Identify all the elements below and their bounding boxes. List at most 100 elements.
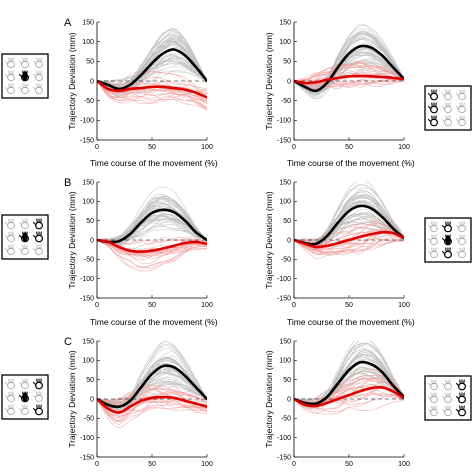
trial-curve-gray [294,38,404,96]
hand-thumb [18,234,23,239]
hand-thumb [5,395,9,399]
hand-thumb [5,87,9,91]
hand-thumb [5,222,9,226]
hand-icon-highlighted [455,392,467,404]
trial-curve-red [97,385,207,403]
trial-curve-red [294,380,404,410]
hand-icon-highlighted [427,102,439,114]
hand-icon [442,115,452,127]
hand-icon [442,89,452,101]
hand-thumb [442,93,446,97]
panel-letter-A: A [64,17,72,29]
series-line-black-mean [97,48,207,91]
hand-thumb [455,395,460,400]
panel-A-left: -150 -100 -50 0 50 100 150 0 50 100 Trajectory Dev… [67,19,213,151]
plot-area [97,341,207,429]
series-line-black-mean [294,204,404,246]
hand-icon [5,378,15,390]
x-tick-label: 50 [345,461,353,468]
icons-group [1,53,472,421]
hand-center-fill [445,235,451,245]
hand-thumb [19,222,23,226]
trial-curve-red [97,72,207,97]
trial-curve-red [97,397,207,417]
hand-icon [5,391,15,403]
hand-thumb [32,381,37,386]
trial-curve-gray [97,345,207,412]
hand-thumb [442,396,446,400]
trial-curve-red [294,62,404,82]
y-tick-label: 50 [283,218,291,225]
hand-thumb [442,106,446,110]
series-line-black-mean [294,44,404,93]
hand-center-fill [22,392,28,402]
hand-grid-icon [1,214,49,260]
y-tick-label: 0 [287,78,291,85]
plot-area [294,182,404,260]
y-axis-title: Trajectory Deviation (mm) [264,191,274,289]
y-tick-label: -50 [84,416,94,423]
hand-thumb [427,118,432,123]
x-tick-label: 100 [201,302,213,309]
series-line-red-mean [294,74,404,85]
hand-icon-highlighted [455,379,467,391]
hand-grid-icon [1,374,49,420]
trial-curve-red [97,239,207,257]
x-tick-label: 0 [95,144,99,151]
xlabel-row-B-left: Time course of the movement (%) [90,317,218,327]
y-tick-label: -100 [277,435,291,442]
hand-thumb [33,87,37,91]
y-tick-label: 0 [90,237,94,244]
trial-curve-red [294,62,404,84]
hand-thumb [5,408,9,412]
series-line-black-mean [97,364,207,409]
series-line-red-mean [97,395,207,414]
hand-thumb [18,394,23,399]
y-tick-label: 0 [90,78,94,85]
hand-thumb [428,238,432,242]
plot-area [97,186,207,272]
hand-thumb [455,408,460,413]
hand-icon [428,392,438,404]
y-tick-label: -50 [281,98,291,105]
y-tick-label: -100 [80,435,94,442]
x-tick-label: 100 [398,461,410,468]
hand-thumb [33,248,37,252]
xlabel-row-A-left: Time course of the movement (%) [90,158,218,168]
x-tick-label: 0 [292,302,296,309]
hand-grid-icon [424,85,472,131]
y-tick-label: -150 [277,137,291,144]
hand-thumb [455,382,460,387]
hand-thumb [441,224,446,229]
trial-curve-red [294,223,404,241]
hand-thumb [19,408,23,412]
hand-thumb [32,407,37,412]
hand-thumb [19,382,23,386]
y-tick-label: 100 [82,358,94,365]
hand-icon [5,231,15,243]
hand-icon [428,221,438,233]
hand-icon-highlighted [32,231,43,243]
x-tick-label: 50 [148,461,156,468]
trial-curve-gray [97,382,207,407]
series-line-red-mean [97,79,207,99]
x-tick-label: 100 [201,461,213,468]
x-tick-label: 50 [148,144,156,151]
hand-icon-highlighted [32,404,43,416]
trial-curve-gray [97,343,207,410]
x-tick-label: 0 [95,461,99,468]
y-axis-title: Trajectory Deviation (mm) [67,32,77,130]
y-tick-label: 50 [86,59,94,66]
hand-icon [428,234,438,246]
hand-icon [33,83,43,95]
hand-thumb [33,61,37,65]
hand-thumb [5,74,9,78]
panel-C-left: -150 -100 -50 0 50 100 150 0 50 100 Trajectory Dev… [67,338,213,468]
y-tick-label: 100 [279,39,291,46]
hand-thumb [32,221,37,226]
hand-icon [456,102,466,114]
y-tick-label: 100 [82,39,94,46]
trial-curve-red [97,239,207,259]
y-tick-label: 150 [279,338,291,345]
x-tick-label: 50 [345,302,353,309]
